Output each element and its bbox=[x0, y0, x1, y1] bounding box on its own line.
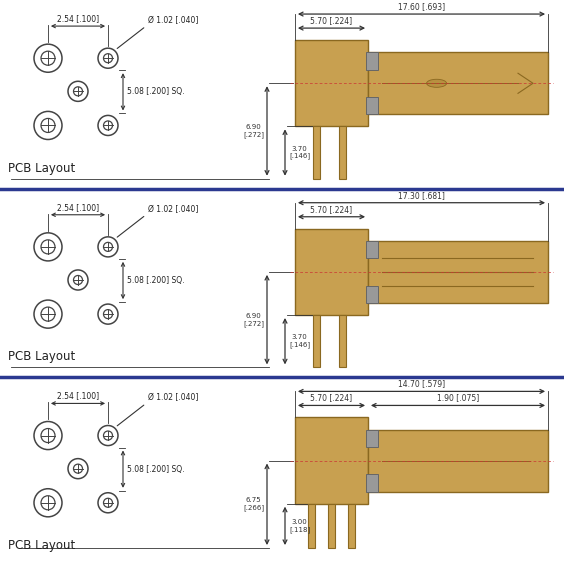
Bar bbox=[307, 504, 315, 548]
Text: 5.08 [.200] SQ.: 5.08 [.200] SQ. bbox=[127, 276, 184, 285]
Bar bbox=[368, 241, 548, 303]
Text: 5.08 [.200] SQ.: 5.08 [.200] SQ. bbox=[127, 465, 184, 474]
Bar bbox=[314, 126, 320, 179]
Text: 5.70 [.224]: 5.70 [.224] bbox=[310, 16, 352, 25]
Text: 3.00
[.118]: 3.00 [.118] bbox=[289, 519, 310, 533]
Text: Ø 1.02 [.040]: Ø 1.02 [.040] bbox=[148, 205, 199, 214]
Text: 5.70 [.224]: 5.70 [.224] bbox=[310, 205, 352, 214]
Bar bbox=[366, 52, 378, 70]
Bar bbox=[349, 504, 355, 548]
Text: 1.90 [.075]: 1.90 [.075] bbox=[437, 393, 479, 402]
Text: 2.54 [.100]: 2.54 [.100] bbox=[57, 203, 99, 212]
Text: 14.70 [.579]: 14.70 [.579] bbox=[398, 379, 445, 388]
Bar bbox=[366, 430, 378, 447]
Text: 2.54 [.100]: 2.54 [.100] bbox=[57, 14, 99, 23]
Text: 6.90
[.272]: 6.90 [.272] bbox=[243, 124, 264, 138]
Bar bbox=[295, 40, 368, 126]
Text: Ø 1.02 [.040]: Ø 1.02 [.040] bbox=[148, 393, 199, 402]
Bar bbox=[328, 504, 335, 548]
Bar bbox=[295, 229, 368, 315]
Bar bbox=[314, 315, 320, 367]
Text: 5.70 [.224]: 5.70 [.224] bbox=[310, 393, 352, 402]
Bar bbox=[366, 241, 378, 258]
Text: 3.70
[.146]: 3.70 [.146] bbox=[289, 145, 310, 160]
Text: PCB Layout: PCB Layout bbox=[8, 162, 75, 175]
Text: Ø 1.02 [.040]: Ø 1.02 [.040] bbox=[148, 16, 199, 25]
Text: PCB Layout: PCB Layout bbox=[8, 539, 75, 552]
Bar bbox=[366, 286, 378, 303]
Bar bbox=[368, 52, 548, 114]
Text: 5.08 [.200] SQ.: 5.08 [.200] SQ. bbox=[127, 87, 184, 96]
Bar bbox=[366, 474, 378, 492]
Text: PCB Layout: PCB Layout bbox=[8, 350, 75, 363]
Bar bbox=[368, 430, 548, 492]
Text: 6.90
[.272]: 6.90 [.272] bbox=[243, 313, 264, 327]
Bar bbox=[366, 97, 378, 114]
Bar bbox=[339, 315, 346, 367]
Text: 6.75
[.266]: 6.75 [.266] bbox=[243, 498, 264, 511]
Bar bbox=[339, 126, 346, 179]
Text: 3.70
[.146]: 3.70 [.146] bbox=[289, 335, 310, 348]
Ellipse shape bbox=[426, 79, 447, 87]
Text: 2.54 [.100]: 2.54 [.100] bbox=[57, 392, 99, 400]
Text: 17.60 [.693]: 17.60 [.693] bbox=[398, 2, 445, 11]
Text: 17.30 [.681]: 17.30 [.681] bbox=[398, 191, 445, 200]
Bar bbox=[295, 418, 368, 504]
